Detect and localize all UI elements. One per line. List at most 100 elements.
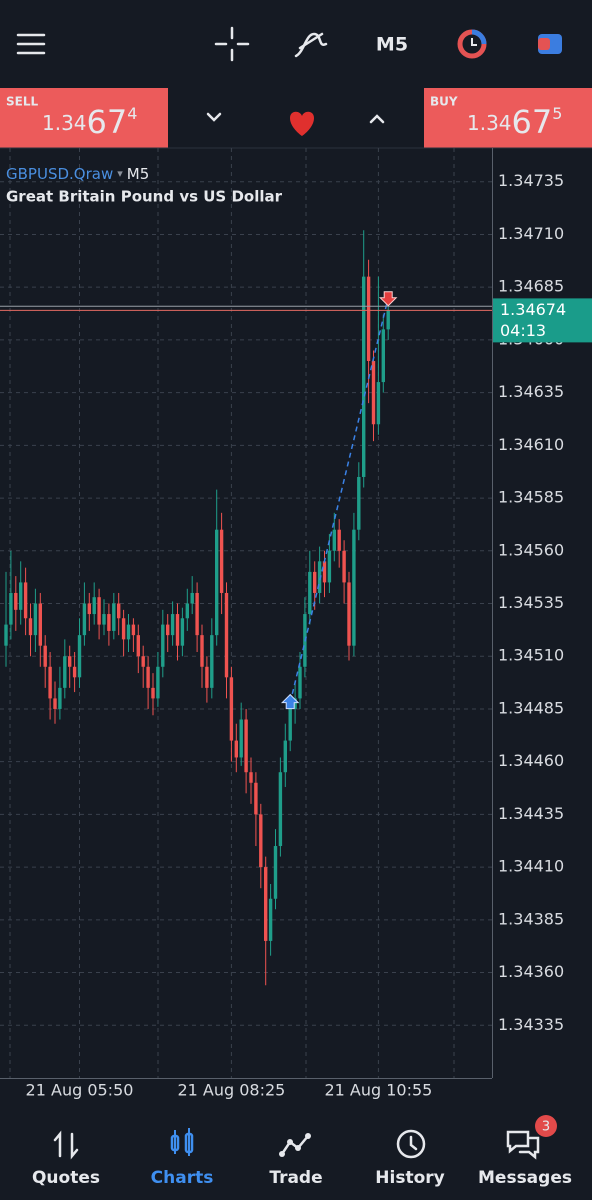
y-tick-label: 1.34435 [498, 804, 564, 823]
candle-body [43, 645, 47, 667]
candle-body [9, 592, 13, 625]
candle-body [28, 618, 33, 636]
charts-icon [170, 1128, 194, 1156]
y-tick-label: 1.34410 [498, 857, 564, 876]
current-price-label: 1.34674 [500, 300, 566, 319]
candle-body [288, 708, 292, 741]
candle-body [161, 624, 165, 667]
volume-up[interactable] [369, 114, 385, 124]
candle-body [156, 666, 160, 699]
history-icon [396, 1129, 426, 1159]
trade-button[interactable] [538, 34, 562, 54]
candle-body [371, 360, 376, 425]
plot [0, 148, 492, 1078]
candle-body [112, 603, 116, 631]
candle-body [259, 814, 263, 868]
nav-item[interactable]: Messages [478, 1168, 572, 1188]
candle-body [337, 529, 341, 551]
buy-price: 1.34675 [467, 103, 562, 141]
candle-body [327, 550, 332, 583]
candle-body [92, 597, 96, 615]
candle-body [347, 582, 351, 646]
candle-body [352, 529, 356, 646]
y-tick-label: 1.34635 [498, 382, 564, 401]
candle-body [14, 592, 18, 610]
nav-item[interactable]: Quotes [32, 1168, 100, 1188]
symbol-info: GBPUSD.Qraw ▾ M5 [6, 165, 149, 183]
candle-body [4, 624, 8, 646]
candle-body [190, 592, 194, 604]
messages-icon [506, 1130, 540, 1160]
y-tick-label: 1.34360 [498, 962, 564, 981]
candle-body [357, 476, 361, 530]
candle-body [317, 561, 322, 593]
candle-body [77, 635, 82, 678]
y-tick-label: 1.34535 [498, 593, 564, 612]
price-box [493, 298, 592, 343]
candle-body [210, 635, 214, 688]
candle-body [72, 666, 77, 678]
candle-body [185, 603, 189, 619]
nav-item[interactable]: History [375, 1168, 444, 1188]
y-tick-label: 1.34710 [498, 224, 564, 243]
candle-body [381, 329, 385, 383]
candle-body [362, 276, 366, 477]
candle-body [170, 614, 175, 636]
y-tick-label: 1.34335 [498, 1015, 564, 1034]
candle-body [229, 677, 234, 741]
volume-down[interactable] [206, 112, 222, 122]
candle-body [244, 719, 248, 773]
candle-body [234, 740, 238, 758]
candle-body [386, 310, 390, 330]
candle-body [33, 603, 38, 636]
candle-body [97, 597, 101, 625]
candle-body [283, 740, 287, 773]
candle-body [19, 582, 23, 610]
candle-body [219, 529, 224, 593]
price-big: 1.34 [467, 111, 512, 135]
nav-item[interactable]: Trade [269, 1168, 322, 1188]
timeframe-button[interactable]: M5 [376, 34, 408, 56]
candle-body [249, 772, 253, 783]
objects-button[interactable] [457, 29, 487, 59]
candle-body [180, 618, 185, 646]
candle-body [308, 571, 312, 615]
y-tick-label: 1.34735 [498, 171, 564, 190]
menu-button[interactable] [16, 33, 46, 55]
candle-body [366, 276, 371, 361]
candle-body [278, 772, 283, 847]
badge-count: 3 [542, 1120, 550, 1135]
y-tick-label: 1.34510 [498, 646, 564, 665]
candle-body [82, 603, 87, 636]
candle-body [264, 867, 268, 941]
candle-body [195, 592, 199, 636]
crosshair-button[interactable] [214, 26, 250, 62]
candle-body [224, 592, 229, 678]
candle-body [166, 624, 170, 636]
buy-button[interactable] [424, 88, 592, 148]
indicators-button[interactable] [294, 32, 328, 58]
candle-body [322, 561, 327, 583]
candle-body [205, 666, 209, 688]
sell-button[interactable] [0, 88, 168, 148]
candle-body [107, 614, 111, 631]
candle-body [87, 603, 91, 615]
x-tick-label: 21 Aug 05:50 [26, 1081, 134, 1100]
x-tick-label: 21 Aug 08:25 [177, 1081, 285, 1100]
candle-body [200, 635, 204, 667]
candle-body [151, 687, 155, 699]
candle-body [254, 782, 258, 815]
candle-body [58, 687, 62, 709]
price-point: 5 [552, 104, 562, 123]
badge [535, 1115, 557, 1137]
y-tick-label: 1.34610 [498, 435, 564, 454]
trade-path [289, 297, 389, 703]
candle-body [313, 571, 317, 593]
nav-item[interactable]: Charts [151, 1168, 214, 1188]
candle-body [273, 846, 278, 899]
sell-label: SELL [6, 95, 38, 109]
price-point: 4 [127, 104, 137, 123]
candle-body [298, 666, 302, 699]
symbol-description: Great Britain Pound vs US Dollar [6, 188, 283, 206]
